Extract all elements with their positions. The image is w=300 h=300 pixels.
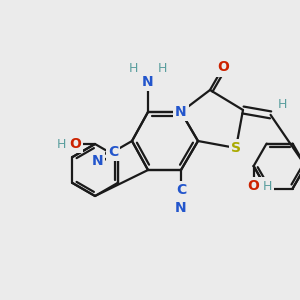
Text: H: H — [157, 61, 167, 74]
Text: N: N — [175, 105, 187, 119]
Text: O: O — [248, 179, 260, 193]
Text: O: O — [217, 61, 229, 74]
Text: N: N — [92, 154, 103, 168]
Text: C: C — [108, 145, 118, 159]
Text: H: H — [128, 61, 138, 74]
Text: C: C — [176, 183, 186, 197]
Text: H: H — [278, 98, 287, 111]
Text: S: S — [231, 141, 241, 155]
Text: H: H — [263, 180, 272, 193]
Text: N: N — [175, 201, 187, 215]
Text: H: H — [56, 137, 66, 151]
Text: N: N — [142, 75, 154, 89]
Text: O: O — [69, 137, 81, 151]
